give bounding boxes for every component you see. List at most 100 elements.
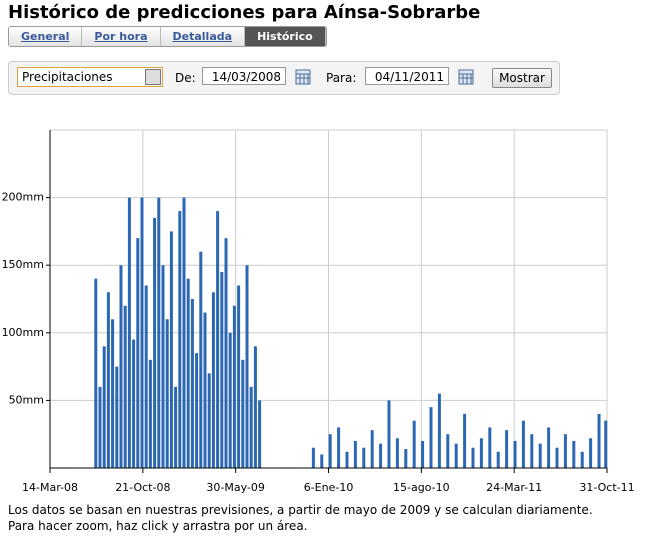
y-tick-label: 200mm xyxy=(2,191,44,204)
y-tick-label: 100mm xyxy=(2,326,44,339)
x-tick-label: 24-Mar-11 xyxy=(486,481,542,494)
bar xyxy=(395,438,399,468)
bar xyxy=(174,386,178,468)
bar xyxy=(245,265,249,468)
y-tick-label: 50mm xyxy=(9,393,44,406)
bar xyxy=(232,305,236,468)
bar xyxy=(165,319,169,468)
bar xyxy=(123,305,127,468)
bar xyxy=(404,449,408,468)
tab[interactable]: Por hora xyxy=(82,27,161,46)
tab-active[interactable]: Histórico xyxy=(245,27,326,46)
bar xyxy=(186,278,190,468)
bar xyxy=(119,265,123,468)
x-tick-label: 14-Mar-08 xyxy=(22,481,78,494)
bar xyxy=(370,430,374,468)
bar xyxy=(220,271,224,468)
bar xyxy=(471,447,475,468)
bar xyxy=(337,427,341,468)
bar xyxy=(199,251,203,468)
calendar-icon[interactable] xyxy=(458,69,474,85)
chart: 14-Mar-08 21-Oct-08 30-May-09 6-Ene-10 15-ag… xyxy=(2,129,635,494)
bar xyxy=(580,451,584,468)
x-tick-label: 31-Oct-11 xyxy=(579,481,634,494)
y-tick-label: 150mm xyxy=(2,258,44,271)
tab[interactable]: Detallada xyxy=(160,27,246,46)
bar xyxy=(106,292,110,468)
bar xyxy=(132,339,136,468)
bar xyxy=(572,440,576,468)
bar xyxy=(353,440,357,468)
tab-bar: General Por hora Detallada Histórico xyxy=(8,26,327,47)
x-tick-label: 21-Oct-08 xyxy=(115,481,170,494)
bar xyxy=(190,299,194,468)
bar xyxy=(228,332,232,468)
bar xyxy=(195,353,199,468)
bar xyxy=(488,427,492,468)
bar xyxy=(513,440,517,468)
bar xyxy=(127,197,131,468)
bar xyxy=(521,420,525,468)
x-tick-label: 30-May-09 xyxy=(206,481,264,494)
bar xyxy=(153,217,157,468)
calendar-icon[interactable] xyxy=(295,69,311,85)
bar xyxy=(454,443,458,468)
to-input[interactable]: 04/11/2011 xyxy=(365,67,449,85)
bar xyxy=(328,434,332,468)
bar xyxy=(320,454,324,468)
bar xyxy=(311,447,315,468)
bar xyxy=(437,393,441,468)
bar xyxy=(563,434,567,468)
tab[interactable]: General xyxy=(9,27,83,46)
bar xyxy=(597,413,601,468)
bar xyxy=(604,420,608,468)
bar xyxy=(463,413,467,468)
bar xyxy=(169,231,173,468)
bar xyxy=(505,430,509,468)
bar xyxy=(207,373,211,468)
bar xyxy=(496,451,500,468)
bar xyxy=(555,447,559,468)
bar xyxy=(211,292,215,468)
bar xyxy=(387,400,391,468)
bar xyxy=(98,386,102,468)
show-button[interactable]: Mostrar xyxy=(492,68,552,88)
to-label: Para: xyxy=(326,71,357,85)
bar xyxy=(111,319,115,468)
variable-select[interactable]: Precipitaciones xyxy=(17,67,163,87)
bar xyxy=(589,438,593,468)
bar xyxy=(429,407,433,468)
x-tick-label: 15-ago-10 xyxy=(393,481,450,494)
filter-form: Precipitaciones De: 14/03/2008 Para: 04/… xyxy=(8,61,560,95)
bar xyxy=(479,438,483,468)
bar xyxy=(547,427,551,468)
footer-note: Los datos se basan en nuestras prevision… xyxy=(8,503,593,517)
page-title: Histórico de predicciones para Aínsa-Sob… xyxy=(8,2,481,23)
bar xyxy=(224,238,228,468)
bar xyxy=(538,443,542,468)
bar xyxy=(412,420,416,468)
bar xyxy=(258,400,262,468)
bar xyxy=(345,451,349,468)
bar xyxy=(136,238,140,468)
x-tick-label: 6-Ene-10 xyxy=(304,481,354,494)
bar xyxy=(379,443,383,468)
bar xyxy=(148,359,152,468)
from-label: De: xyxy=(175,71,196,85)
bar xyxy=(446,434,450,468)
bar xyxy=(203,312,207,468)
select-arrow[interactable] xyxy=(145,69,161,85)
bar xyxy=(241,359,245,468)
bar xyxy=(178,211,182,468)
bar xyxy=(530,434,534,468)
bar xyxy=(216,211,220,468)
bar xyxy=(421,440,425,468)
bar xyxy=(249,386,253,468)
bar xyxy=(94,278,98,468)
bar xyxy=(157,197,161,468)
from-input[interactable]: 14/03/2008 xyxy=(202,67,286,85)
bar xyxy=(102,346,106,468)
bar xyxy=(161,265,165,468)
bar xyxy=(140,197,144,468)
